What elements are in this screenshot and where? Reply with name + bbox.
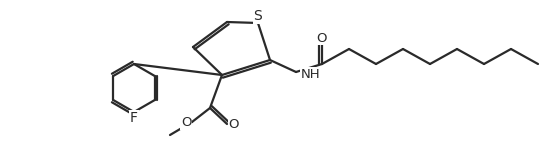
Text: F: F — [130, 111, 138, 125]
Text: NH: NH — [301, 67, 320, 81]
Text: O: O — [317, 32, 327, 45]
Text: O: O — [229, 118, 239, 132]
Text: S: S — [253, 9, 262, 23]
Text: O: O — [181, 116, 191, 130]
